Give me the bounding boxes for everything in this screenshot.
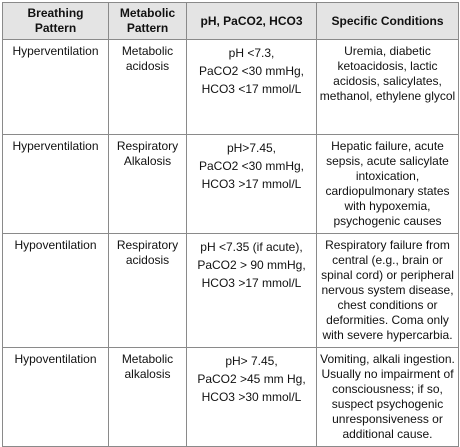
specific-conditions-cell: Respiratory failure from central (e.g., … — [316, 233, 459, 348]
lab-values-cell: pH>7.45, PaCO2 <30 mmHg, HCO3 >17 mmol/L — [186, 134, 317, 234]
table-row: Hyperventilation Respiratory Alkalosis p… — [2, 134, 459, 234]
table-row: Hyperventilation Metabolic acidosis pH <… — [2, 39, 459, 135]
metabolic-pattern-cell: Metabolic acidosis — [108, 39, 187, 135]
breathing-pattern-cell: Hyperventilation — [2, 39, 109, 135]
table-row: Hypoventilation Respiratory acidosis pH … — [2, 233, 459, 348]
header-breathing-pattern: Breathing Pattern — [2, 2, 109, 40]
lab-values-cell: pH <7.3, PaCO2 <30 mmHg, HCO3 <17 mmol/L — [186, 39, 317, 135]
specific-conditions-cell: Hepatic failure, acute sepsis, acute sal… — [316, 134, 459, 234]
metabolic-pattern-cell: Metabolic alkalosis — [108, 347, 187, 447]
metabolic-pattern-cell: Respiratory Alkalosis — [108, 134, 187, 234]
header-metabolic-pattern: Metabolic Pattern — [108, 2, 187, 40]
breathing-pattern-cell: Hyperventilation — [2, 134, 109, 234]
header-specific-conditions: Specific Conditions — [316, 2, 459, 40]
specific-conditions-cell: Uremia, diabetic ketoacidosis, lactic ac… — [316, 39, 459, 135]
lab-values-cell: pH <7.35 (if acute), PaCO2 > 90 mmHg, HC… — [186, 233, 317, 348]
table-header-row: Breathing Pattern Metabolic Pattern pH, … — [2, 2, 459, 40]
specific-conditions-cell: Vomiting, alkali ingestion. Usually no i… — [316, 347, 459, 447]
breathing-pattern-cell: Hypoventilation — [2, 347, 109, 447]
table-row: Hypoventilation Metabolic alkalosis pH> … — [2, 347, 459, 447]
lab-values-cell: pH> 7.45, PaCO2 >45 mm Hg, HCO3 >30 mmol… — [186, 347, 317, 447]
metabolic-pattern-cell: Respiratory acidosis — [108, 233, 187, 348]
header-ph-paco2-hco3: pH, PaCO2, HCO3 — [186, 2, 317, 40]
breathing-pattern-cell: Hypoventilation — [2, 233, 109, 348]
